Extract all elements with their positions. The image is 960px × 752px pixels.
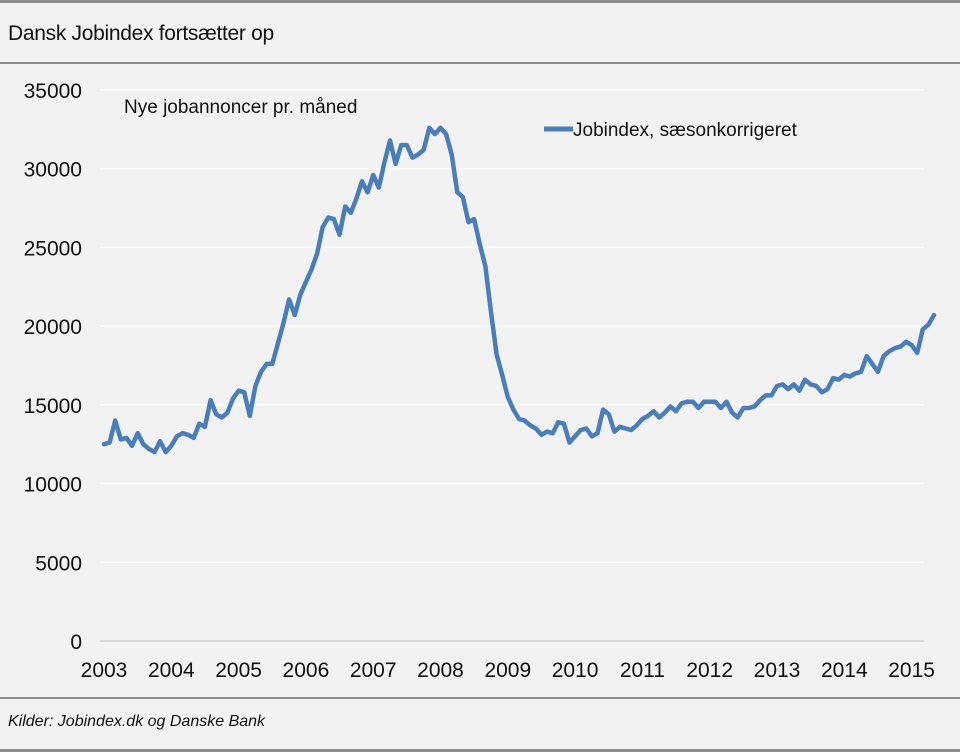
chart-title: Dansk Jobindex fortsætter op [8,22,274,45]
top-rule [0,0,960,3]
x-tick-label: 2005 [215,659,262,682]
gridlines [100,89,924,564]
y-tick-label: 35000 [24,80,82,103]
x-tick-label: 2015 [888,659,935,682]
series-line [101,125,937,455]
y-tick-label: 15000 [24,395,82,418]
x-tick-labels: 2003 2004 2005 2006 2007 2008 2009 2010 2011 2012… [81,659,935,682]
y-tick-label: 25000 [24,237,82,260]
source-note: Kilder: Jobindex.dk og Danske Bank [8,713,266,730]
y-tick-label: 10000 [24,474,82,497]
y-tick-label: 5000 [35,552,82,575]
y-tick-label: 30000 [24,159,82,182]
x-tick-label: 2008 [417,659,464,682]
series [101,125,937,455]
legend-label: Jobindex, sæsonkorrigeret [573,120,798,141]
x-tick-label: 2012 [686,659,733,682]
x-tick-label: 2010 [552,659,599,682]
x-tick-label: 2007 [350,659,397,682]
x-tick-label: 2004 [148,659,195,682]
x-tick-label: 2011 [620,659,665,682]
footer-rule [0,697,960,699]
x-tick-label: 2013 [754,659,801,682]
y-tick-label: 20000 [24,316,82,339]
legend: Jobindex, sæsonkorrigeret [544,120,798,141]
bottom-rule [0,749,960,752]
x-tick-label: 2006 [283,659,330,682]
header-rule [0,62,960,64]
y-tick-labels: 0 5000 10000 15000 20000 25000 30000 35000 [24,80,82,654]
x-tick-label: 2009 [484,659,531,682]
x-tick-label: 2003 [81,659,128,682]
y-axis-label: Nye jobannoncer pr. måned [124,97,357,118]
line-chart: 0 5000 10000 15000 20000 25000 30000 35000 2003… [24,80,937,682]
x-tick-label: 2014 [821,659,868,682]
y-tick-label: 0 [70,631,82,654]
